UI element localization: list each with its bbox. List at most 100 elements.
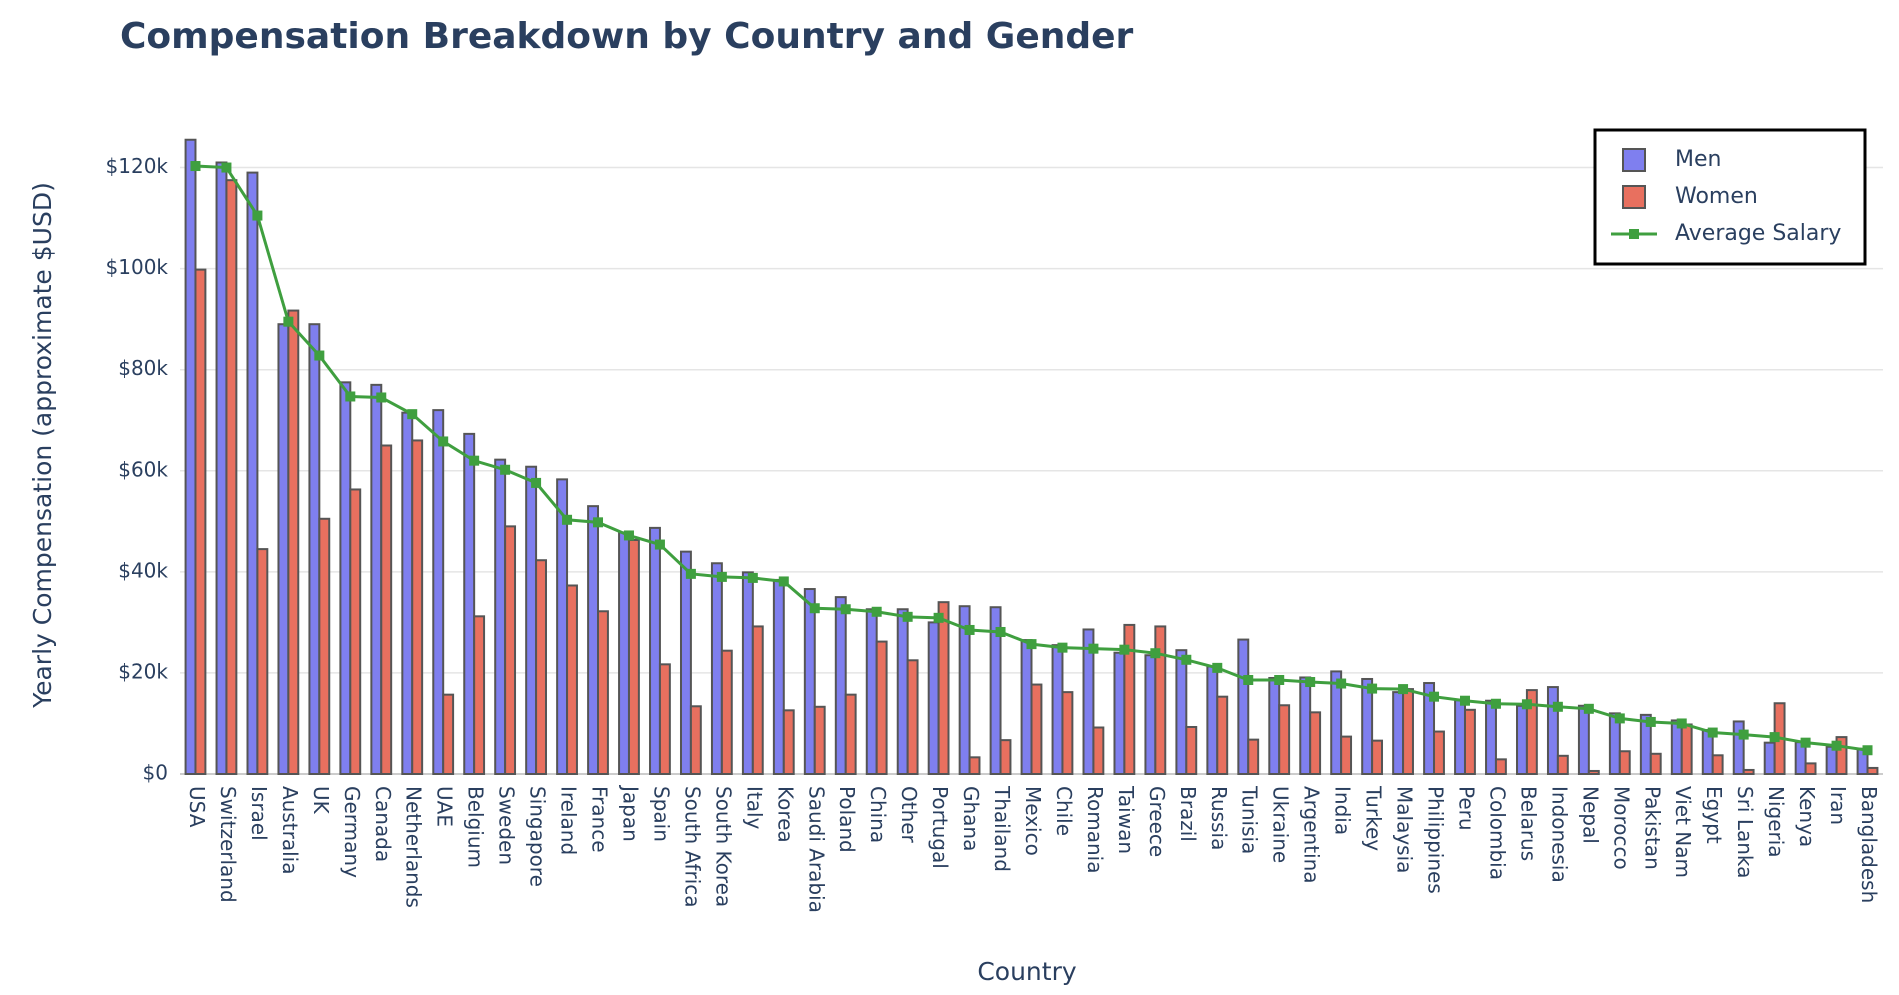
x-tick-label: Korea — [773, 786, 797, 843]
bar — [1330, 670, 1343, 775]
bar — [772, 578, 785, 775]
x-tick-label: UAE — [433, 786, 457, 827]
line-marker — [1769, 732, 1780, 743]
bar — [225, 179, 238, 775]
x-tick-label: Tunisia — [1238, 785, 1262, 854]
x-tick-label: Egypt — [1702, 786, 1726, 844]
bar — [1423, 682, 1436, 775]
bar — [865, 608, 878, 776]
bar — [308, 323, 321, 775]
bar — [658, 663, 671, 776]
x-tick-label: Kenya — [1795, 786, 1819, 847]
x-tick-label: Sweden — [495, 786, 519, 865]
legend-label: Average Salary — [1675, 221, 1841, 246]
legend-swatch — [1629, 229, 1639, 239]
line-marker — [1274, 674, 1285, 685]
x-tick-label: Peru — [1454, 786, 1478, 831]
bar — [782, 709, 795, 775]
x-tick-label: Israel — [247, 786, 271, 841]
bar — [906, 659, 919, 775]
x-tick-label: Nigeria — [1764, 786, 1788, 858]
x-tick-label: South Korea — [711, 786, 735, 907]
line-marker — [190, 161, 201, 172]
bar — [504, 525, 517, 775]
bar — [803, 588, 816, 775]
bar — [401, 411, 414, 775]
line-marker — [685, 568, 696, 579]
bar — [1154, 625, 1167, 775]
line-marker — [902, 611, 913, 622]
y-tick-label: $60k — [118, 457, 168, 481]
line-marker — [345, 391, 356, 402]
bar — [937, 601, 950, 776]
x-tick-label: Mexico — [1021, 786, 1045, 856]
line-marker — [1831, 740, 1842, 751]
bar — [1144, 654, 1157, 775]
x-tick-label: Viet Nam — [1671, 786, 1695, 878]
line-marker — [778, 576, 789, 587]
bar — [597, 610, 609, 776]
x-tick-label: Russia — [1207, 786, 1231, 850]
x-tick-label: Netherlands — [402, 786, 426, 908]
bar — [1030, 683, 1043, 776]
y-axis-title: Yearly Compensation (approximate $USD) — [28, 182, 57, 709]
bar — [277, 323, 290, 775]
bar — [1711, 754, 1724, 776]
line-marker — [1305, 677, 1316, 688]
line-marker — [1181, 654, 1192, 665]
legend-label: Women — [1675, 184, 1758, 209]
bar — [370, 383, 383, 775]
bar — [1092, 726, 1105, 776]
bar — [215, 161, 228, 775]
x-tick-label: Spain — [649, 786, 673, 842]
bar — [1175, 649, 1188, 776]
line-marker — [252, 210, 263, 221]
bar — [1237, 638, 1250, 775]
legend-swatch — [1622, 185, 1646, 209]
bar — [896, 608, 909, 776]
line-marker — [840, 604, 851, 615]
line-marker — [500, 464, 511, 475]
bar — [1608, 712, 1621, 775]
bar — [1618, 750, 1631, 775]
line-marker — [283, 316, 294, 327]
x-tick-label: Argentina — [1300, 786, 1324, 884]
bar — [194, 268, 207, 775]
bar — [1123, 623, 1136, 776]
bar — [339, 381, 352, 775]
line-marker — [1398, 684, 1409, 695]
bar — [1299, 676, 1312, 776]
x-tick-label: Brazil — [1176, 786, 1200, 842]
line-marker — [1521, 699, 1532, 710]
chart-title: Compensation Breakdown by Country and Ge… — [120, 16, 1134, 57]
x-tick-label: Taiwan — [1114, 785, 1138, 854]
y-tick-label: $0 — [143, 761, 168, 785]
bar — [442, 693, 455, 775]
bar — [1835, 736, 1848, 776]
bar — [256, 548, 269, 775]
bar — [927, 621, 940, 776]
x-tick-label: Sri Lanka — [1733, 786, 1757, 878]
bar — [1082, 628, 1095, 776]
x-tick-label: Colombia — [1485, 786, 1509, 880]
line-marker — [1614, 713, 1625, 724]
x-tick-label: China — [866, 786, 890, 843]
bar — [349, 488, 362, 775]
bar — [844, 693, 857, 775]
bar — [566, 584, 578, 775]
x-axis-title: Country — [977, 957, 1077, 986]
x-tick-label: Portugal — [928, 786, 952, 869]
x-tick-label: Saudi Arabia — [804, 786, 828, 913]
bar — [1206, 665, 1219, 776]
x-tick-label: Philippines — [1424, 786, 1448, 894]
x-tick-label: Canada — [371, 786, 395, 862]
x-tick-label: Pakistan — [1640, 786, 1664, 870]
line-marker — [995, 626, 1006, 637]
bar — [1216, 695, 1229, 775]
bar — [1587, 769, 1600, 776]
bar — [720, 649, 733, 775]
line-marker — [314, 350, 325, 361]
line-marker — [1212, 662, 1223, 673]
x-tick-label: Nepal — [1578, 786, 1602, 844]
x-tick-label: India — [1331, 786, 1355, 835]
